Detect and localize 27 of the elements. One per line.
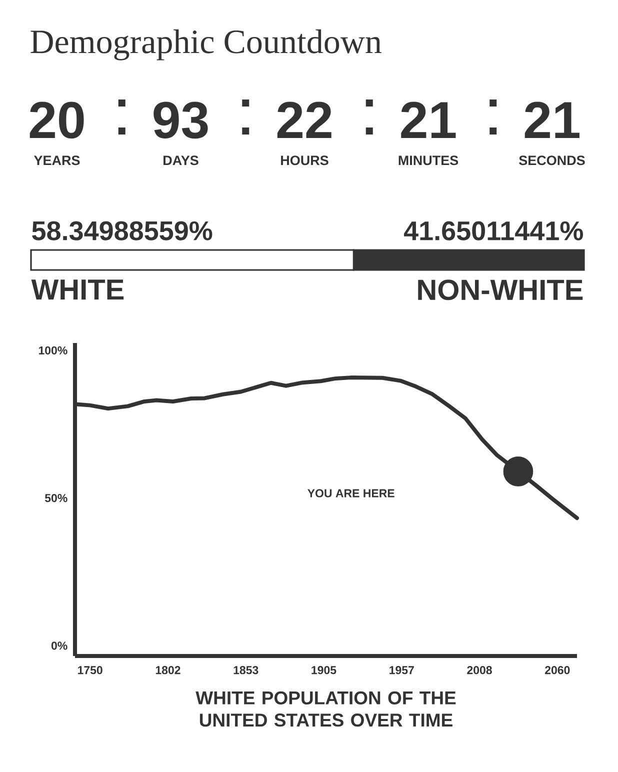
y-tick-label: 50% <box>44 494 68 502</box>
series-label: NON-WHITE <box>418 280 583 300</box>
category-label: YEARS <box>34 156 80 166</box>
x-tick-label: 1802 <box>156 666 180 674</box>
category-label: HOURS <box>281 156 328 166</box>
data-label: 22 <box>277 102 332 138</box>
x-tick-label: 1750 <box>78 666 102 674</box>
x-tick-label: 1853 <box>234 666 258 674</box>
y-tick-label: 100% <box>38 346 68 354</box>
x-tick-label: 1905 <box>312 666 336 674</box>
y-tick-label: 0% <box>51 642 68 650</box>
x-tick-label: 2060 <box>545 666 570 674</box>
category-label: DAYS <box>164 156 198 166</box>
data-label: 93 <box>154 102 208 139</box>
category-label: SECONDS <box>519 156 585 166</box>
x-axis-title: WHITE POPULATION OF THE UNITED STATES OVER TIME <box>196 691 456 727</box>
text: Demographic Countdown <box>30 29 382 60</box>
series-label: WHITE <box>31 280 124 300</box>
x-tick-label: 2008 <box>467 666 492 674</box>
data-label: 20 <box>30 102 84 139</box>
data-label: 21 <box>401 102 456 138</box>
data-label: 58.34988559% <box>32 221 212 240</box>
data-label: 21 <box>524 102 580 138</box>
annotation: YOU ARE HERE <box>308 489 394 498</box>
x-tick-label: 1957 <box>390 666 414 674</box>
category-label: MINUTES <box>398 156 458 166</box>
data-label: 41.65011441% <box>404 221 583 240</box>
